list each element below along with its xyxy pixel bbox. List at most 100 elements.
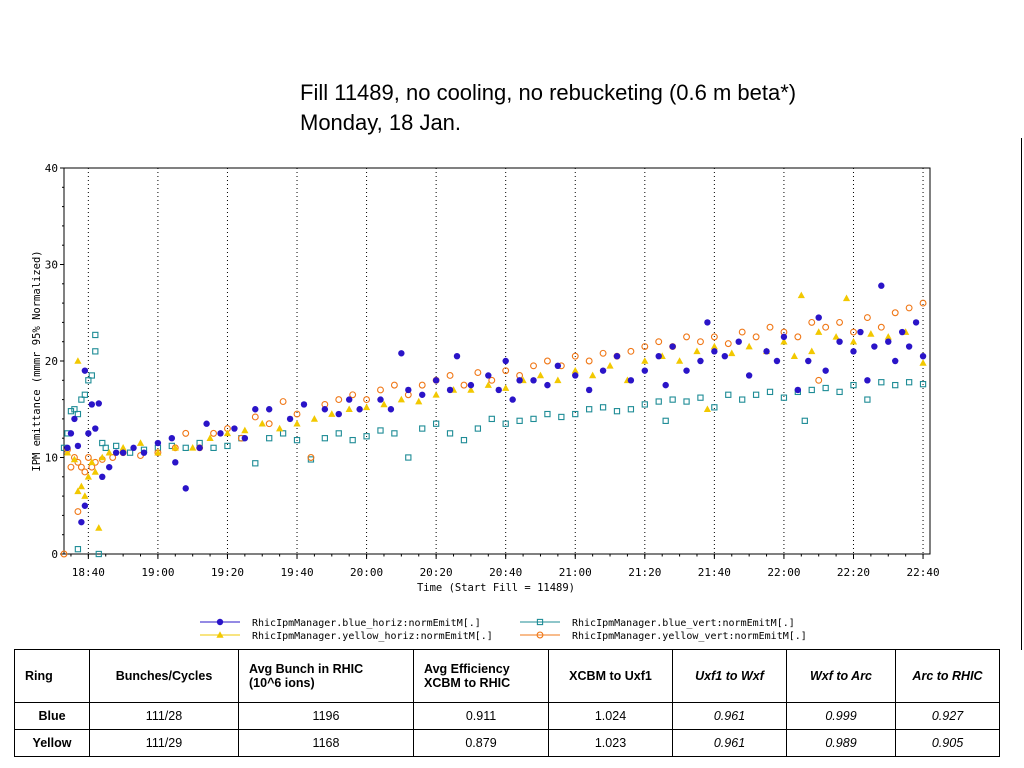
data-point (585, 357, 593, 365)
data-point (905, 304, 913, 312)
y-tick-label: 10 (45, 452, 58, 465)
data-point (536, 371, 545, 379)
data-point (589, 371, 597, 379)
data-point (836, 338, 843, 345)
data-point (739, 396, 746, 403)
data-point (467, 386, 475, 393)
data-point (223, 429, 232, 437)
data-point (217, 430, 224, 437)
data-point (432, 390, 440, 398)
data-point (864, 377, 871, 384)
data-point (641, 343, 649, 350)
series-0 (64, 282, 927, 526)
legend-label: RhicIpmManager.yellow_vert:normEmitM[.] (572, 631, 807, 642)
data-point (790, 352, 798, 359)
data-point (683, 367, 690, 374)
data-point (377, 386, 384, 394)
data-point (864, 396, 871, 403)
x-axis: 18:40 19:00 19:20 19:40 20:00 20:20 20:40 21:00… (70, 554, 940, 579)
data-point (867, 330, 875, 337)
x-tick-label: 20:20 (420, 566, 453, 579)
data-point (109, 454, 117, 461)
data-point (711, 348, 718, 355)
data-point (293, 436, 301, 444)
data-point (808, 318, 816, 326)
heading-line-1: Fill 11489, no cooling, no rebucketing (… (300, 80, 797, 105)
data-point (884, 333, 892, 340)
data-point (892, 357, 899, 365)
data-point (252, 406, 259, 413)
data-point (857, 328, 864, 336)
data-point (81, 391, 89, 398)
data-point (446, 430, 454, 437)
data-point (328, 410, 336, 417)
data-point (641, 401, 648, 408)
data-point (919, 359, 927, 366)
data-point (808, 386, 815, 394)
cell-uxf1-wxf: 0.961 (672, 729, 787, 757)
data-point (460, 381, 468, 389)
cell-arc-rhic: 0.905 (895, 729, 1000, 757)
data-point (627, 406, 635, 413)
data-point (544, 381, 551, 389)
data-point (627, 347, 635, 355)
data-point (126, 449, 134, 456)
data-point (485, 372, 492, 379)
data-point (815, 314, 822, 321)
data-point (735, 338, 742, 345)
data-point (92, 425, 99, 432)
data-point (206, 434, 214, 441)
data-point (286, 415, 294, 423)
cell-ring: Blue (14, 702, 90, 730)
data-point (669, 396, 676, 403)
header-bunches-cycles: Bunches/Cycles (89, 649, 239, 703)
data-point (377, 396, 384, 403)
data-point (763, 348, 770, 355)
data-point (182, 444, 189, 451)
data-point (721, 352, 729, 360)
data-point (81, 492, 89, 499)
data-point (74, 508, 82, 515)
data-point (300, 401, 308, 408)
data-point (203, 420, 210, 427)
data-point (387, 406, 395, 413)
data-point (725, 391, 732, 398)
data-point (84, 454, 92, 461)
plot-frame (63, 167, 931, 555)
data-point (119, 449, 127, 456)
data-point (189, 444, 197, 451)
y-tick-label: 20 (45, 355, 58, 368)
data-point (113, 442, 120, 450)
data-point (390, 381, 398, 389)
data-point (81, 367, 89, 374)
data-point (77, 463, 85, 471)
legend-label: RhicIpmManager.blue_vert:normEmitM[.] (572, 618, 795, 629)
data-point (85, 430, 92, 437)
data-point (878, 379, 885, 386)
data-point (766, 323, 774, 331)
x-tick-label: 18:40 (72, 566, 105, 579)
data-point (488, 376, 496, 384)
header-uxf1-wxf: Uxf1 to Wxf (672, 649, 787, 703)
data-point (168, 435, 176, 442)
header-arc-rhic: Arc to RHIC (895, 649, 1000, 703)
data-point (171, 444, 179, 451)
data-point (136, 439, 145, 446)
data-point (307, 454, 315, 461)
data-point (91, 468, 99, 475)
cell-arc-rhic: 0.927 (895, 702, 1000, 730)
data-point (711, 404, 718, 411)
data-point (912, 319, 920, 326)
data-point (693, 347, 701, 355)
data-point (95, 550, 102, 558)
legend-label: RhicIpmManager.blue_horiz:normEmitM[.] (252, 618, 481, 629)
x-tick-label: 20:40 (489, 566, 522, 579)
data-point (752, 391, 760, 398)
data-point (154, 448, 162, 456)
data-point (67, 408, 75, 415)
data-point (808, 347, 816, 355)
data-point (805, 357, 812, 365)
data-point (850, 328, 857, 336)
data-point (78, 518, 85, 526)
data-point (98, 453, 106, 461)
